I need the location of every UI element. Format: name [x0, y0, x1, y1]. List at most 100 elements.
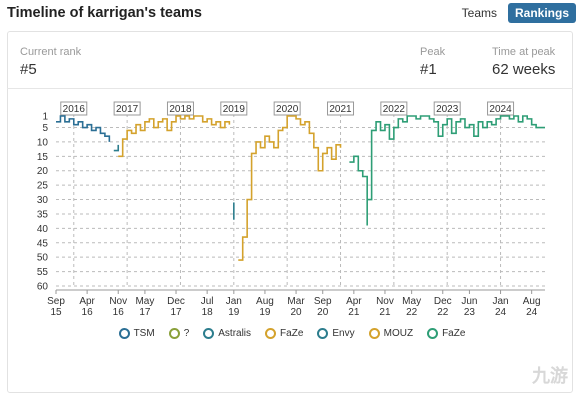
legend-item[interactable]: FaZe [427, 328, 465, 339]
x-tick-year: 17 [139, 307, 151, 318]
x-tick-year: 20 [317, 307, 329, 318]
series-line-astralis-2 [113, 144, 120, 152]
legend-item[interactable]: Astralis [203, 328, 251, 339]
x-tick-year: 19 [259, 307, 271, 318]
legend-item[interactable]: FaZe [265, 328, 303, 339]
x-tick-month: Sep [47, 296, 65, 307]
year-marker-box [113, 101, 141, 116]
y-tick-label: 5 [42, 123, 48, 134]
legend-ring-icon [427, 328, 439, 339]
current-rank-value: #5 [20, 61, 37, 78]
x-tick-year: 17 [170, 307, 182, 318]
legend-ring-icon [118, 328, 130, 339]
x-tick-year: 20 [290, 307, 302, 318]
year-marker-label: 2023 [436, 104, 459, 115]
x-tick-year: 24 [526, 307, 538, 318]
legend-label: FaZe [442, 328, 466, 339]
x-tick-month: Jan [492, 296, 508, 307]
year-marker-box [273, 101, 301, 116]
year-marker-label: 2018 [169, 104, 192, 115]
x-tick-year: 16 [82, 307, 94, 318]
x-tick-year: 24 [495, 307, 507, 318]
y-tick-label: 60 [37, 282, 49, 293]
x-tick-year: 22 [437, 307, 449, 318]
peak-value: #1 [420, 61, 437, 78]
page-title: Timeline of karrigan's teams [7, 5, 202, 21]
peak-label: Peak [420, 46, 446, 58]
legend-label: Envy [332, 328, 355, 339]
current-rank-label: Current rank [20, 46, 82, 58]
series-line-faze-6 [349, 115, 545, 226]
year-marker-box [487, 101, 515, 116]
series-line-mouz-5 [238, 115, 342, 261]
time-at-peak-stat: Time at peak 62 weeks [492, 46, 555, 78]
rankings-tab[interactable]: Rankings [507, 3, 576, 23]
x-tick-year: 21 [348, 307, 360, 318]
year-marker-box [220, 101, 248, 116]
year-marker-label: 2021 [329, 104, 352, 115]
legend-label: Astralis [218, 328, 252, 339]
series-line-tsm-0 [56, 115, 111, 142]
legend-ring-icon [203, 328, 215, 339]
legend-label: ? [183, 328, 190, 339]
y-tick-label: 45 [37, 238, 49, 249]
timeline-card [7, 31, 573, 393]
x-tick-month: Aug [256, 296, 274, 307]
x-tick-month: May [135, 296, 154, 307]
y-tick-label: 25 [37, 181, 49, 192]
time-at-peak-value: 62 weeks [492, 61, 556, 78]
year-marker-label: 2016 [63, 104, 86, 115]
year-marker-label: 2017 [116, 104, 139, 115]
x-tick-month: Dec [167, 296, 185, 307]
time-at-peak-label: Time at peak [492, 46, 556, 58]
x-tick-year: 15 [50, 307, 62, 318]
legend-label: FaZe [280, 328, 304, 339]
watermark-logo: 九游 [532, 366, 568, 386]
year-marker-label: 2022 [383, 104, 406, 115]
x-tick-month: Mar [287, 296, 305, 307]
legend-item[interactable]: Envy [317, 328, 355, 339]
y-tick-label: 15 [37, 152, 49, 163]
y-tick-label: 55 [37, 267, 49, 278]
peak-stat: Peak #1 [420, 46, 445, 78]
x-tick-month: Jul [201, 296, 214, 307]
legend-item[interactable]: TSM [118, 328, 155, 339]
year-marker-box [166, 101, 194, 116]
x-tick-month: Jan [226, 296, 242, 307]
year-marker-box [60, 101, 88, 116]
legend-item[interactable]: ? [168, 328, 190, 339]
view-toggle: Teams Rankings [454, 3, 576, 23]
x-tick-year: 21 [379, 307, 391, 318]
stats-divider [7, 88, 573, 89]
legend-ring-icon [265, 328, 277, 339]
year-marker-label: 2024 [489, 104, 512, 115]
y-tick-label: 35 [37, 209, 49, 220]
legend-ring-icon [368, 328, 380, 339]
y-tick-label: 20 [37, 166, 49, 177]
chart-legend: TSM? Astralis FaZe Envy MOUZ FaZe [0, 328, 584, 339]
legend-item[interactable]: MOUZ [368, 328, 414, 339]
x-tick-month: Aug [523, 296, 541, 307]
y-tick-label: 10 [37, 137, 49, 148]
x-tick-month: Nov [109, 296, 127, 307]
year-marker-box [327, 101, 355, 116]
y-tick-label: 1 [42, 112, 48, 123]
x-tick-year: 23 [464, 307, 476, 318]
current-rank-stat: Current rank #5 [20, 46, 81, 78]
x-tick-year: 19 [228, 307, 240, 318]
legend-ring-icon [317, 328, 329, 339]
year-marker-box [380, 101, 408, 116]
legend-label: TSM [133, 328, 155, 339]
year-marker-label: 2020 [276, 104, 299, 115]
x-tick-month: Nov [376, 296, 394, 307]
x-tick-month: Jun [461, 296, 477, 307]
teams-tab[interactable]: Teams [454, 3, 504, 23]
x-tick-month: Apr [79, 296, 95, 307]
y-tick-label: 50 [37, 253, 49, 264]
y-tick-label: 40 [37, 224, 49, 235]
year-marker-box [433, 101, 461, 116]
legend-ring-icon [168, 328, 180, 339]
legend-label: MOUZ [383, 328, 414, 339]
x-tick-month: Apr [346, 296, 362, 307]
year-marker-label: 2019 [223, 104, 246, 115]
